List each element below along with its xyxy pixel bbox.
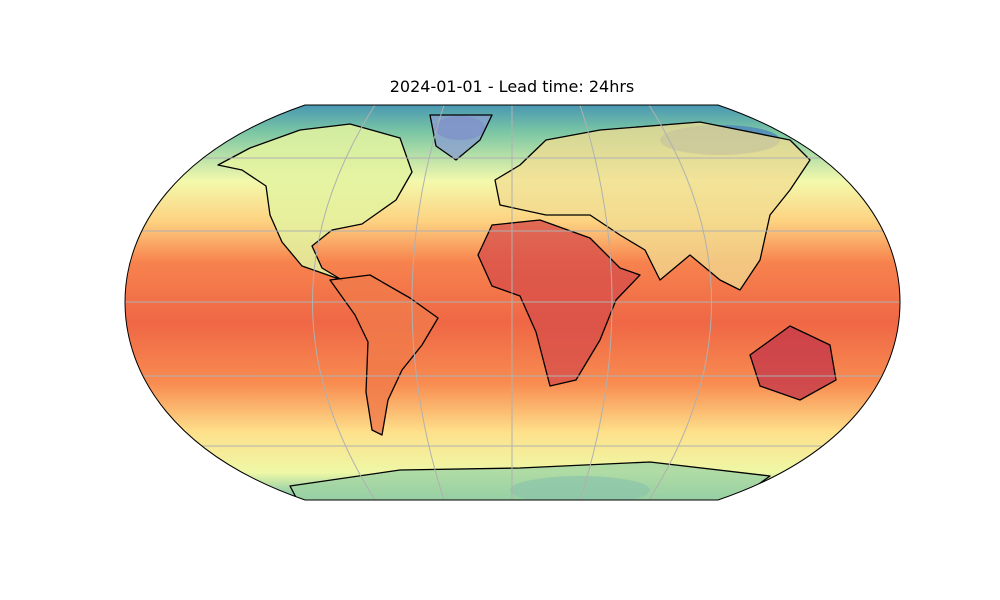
greenland (429, 114, 493, 161)
map-body (125, 105, 900, 500)
eurasia (494, 121, 811, 291)
antarctica (289, 461, 771, 500)
grid-line (579, 105, 613, 500)
land-masses (217, 114, 837, 500)
grid-line (312, 105, 376, 500)
grid-line (648, 105, 712, 500)
grid-line (411, 105, 445, 500)
south-america (329, 274, 439, 436)
africa (477, 219, 641, 387)
australia (749, 325, 837, 401)
map-title: 2024-01-01 - Lead time: 24hrs (390, 77, 635, 96)
graticule (125, 105, 900, 500)
map-outline (124, 104, 901, 501)
north-america (217, 123, 413, 281)
